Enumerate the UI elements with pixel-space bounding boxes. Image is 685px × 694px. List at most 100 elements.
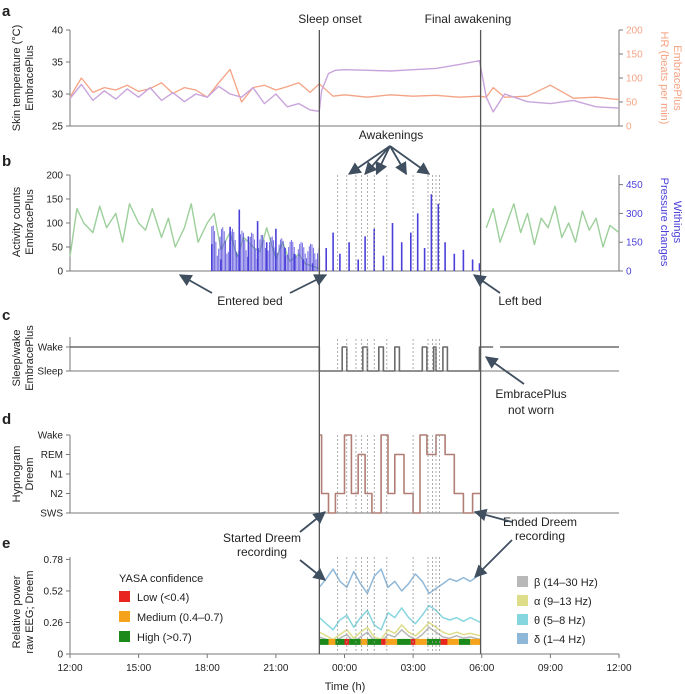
confidence-segment xyxy=(335,638,345,645)
band-legend-swatch xyxy=(517,633,528,644)
panel-b-ytick-right-label: 300 xyxy=(626,209,643,220)
panel-b-ytick-right-label: 150 xyxy=(626,238,643,249)
panel-b-ylabel-2: EmbracePlus xyxy=(24,189,36,255)
awakenings-arrow xyxy=(375,145,391,176)
plot-area: 25 30 35 40 0 50 100 150 200 0 50 100 150 200 0 150 300 4… xyxy=(37,26,643,675)
panel-b-ytick-left-label: 150 xyxy=(46,195,63,206)
x-tick-label: 09:00 xyxy=(538,663,563,674)
started-dreem-label-2: recording xyxy=(237,545,287,559)
left-bed-label: Left bed xyxy=(498,294,541,308)
awakenings-arrow xyxy=(364,145,391,175)
panel-d-ytick-label: N2 xyxy=(50,489,63,500)
yasa-legend: Low (<0.4) Medium (0.4–0.7) High (>0.7) xyxy=(119,591,223,644)
x-axis-label: Time (h) xyxy=(325,681,366,693)
confidence-segment xyxy=(426,638,441,645)
confidence-segment xyxy=(385,638,398,645)
band-legend-label: δ (1–4 Hz) xyxy=(534,634,585,646)
panel-letter-a: a xyxy=(2,3,11,20)
yasa-legend-label: High (>0.7) xyxy=(137,632,192,644)
panel-a-ylabel-right-2: EmbracePlus xyxy=(671,45,683,111)
panel-b-series-pressure-dense xyxy=(211,225,320,271)
panel-a-series-skin-temp xyxy=(69,60,620,113)
panel-letter-e: e xyxy=(2,535,10,552)
yasa-legend-swatch xyxy=(119,591,130,602)
not-worn-label-2: not worn xyxy=(508,403,554,417)
panel-b-ytick-right-label: 450 xyxy=(626,180,643,191)
panel-e-ytick-label: 0.78 xyxy=(44,555,64,566)
band-legend-swatch xyxy=(517,595,528,606)
panel-a-ylabel-right-1: HR (beats per min) xyxy=(658,32,670,125)
x-tick-label: 18:00 xyxy=(195,663,220,674)
panel-e-series-θ xyxy=(318,604,481,631)
panel-d-ylabel-1: Hypnogram xyxy=(11,446,23,503)
panel-d-ytick-label: REM xyxy=(41,450,63,461)
panel-e-series-α xyxy=(318,621,481,641)
awakenings-arrow xyxy=(389,145,408,176)
not-worn-label-1: EmbracePlus xyxy=(495,387,566,401)
yasa-legend-swatch xyxy=(119,611,130,622)
panel-a-ytick-right-label: 0 xyxy=(626,122,632,133)
panel-letter-b: b xyxy=(2,153,11,170)
x-tick-label: 12:00 xyxy=(606,663,631,674)
panel-a-ylabel-1: Skin temperature (°C) xyxy=(11,25,23,132)
panel-b-series-activity-morning xyxy=(485,203,620,248)
band-legend: β (14–30 Hz) α (9–13 Hz) θ (5–8 Hz) δ (1–4 … xyxy=(517,576,598,646)
panel-a-ytick-left-label: 30 xyxy=(52,90,64,101)
panel-b-ytick-left-label: 50 xyxy=(52,243,64,254)
confidence-segment xyxy=(440,638,448,645)
awakenings-label: Awakenings xyxy=(359,128,424,142)
panel-letter-d: d xyxy=(2,411,11,428)
panel-a-ytick-left-label: 40 xyxy=(52,26,64,37)
panel-b-ytick-right-label: 0 xyxy=(626,267,632,278)
band-legend-label: β (14–30 Hz) xyxy=(534,577,598,589)
panel-a-ytick-right-label: 100 xyxy=(626,74,643,85)
x-tick-label: 06:00 xyxy=(469,663,494,674)
confidence-segment xyxy=(319,638,329,645)
panel-e-ytick-label: 0.52 xyxy=(44,586,64,597)
x-tick-label: 03:00 xyxy=(401,663,426,674)
confidence-segment xyxy=(447,638,459,645)
panel-c-ytick-label: Wake xyxy=(38,343,64,354)
panel-a-ytick-left-label: 35 xyxy=(52,58,64,69)
band-legend-label: θ (5–8 Hz) xyxy=(534,615,585,627)
confidence-segment xyxy=(458,638,471,645)
panel-a-ytick-right-label: 50 xyxy=(626,98,638,109)
panel-d-ytick-label: SWS xyxy=(40,509,63,520)
confidence-segment xyxy=(328,638,336,645)
panel-d-ytick-label: N1 xyxy=(50,470,63,481)
ended-dreem-label-1: Ended Dreem xyxy=(503,515,577,529)
confidence-segment xyxy=(349,638,361,645)
awakenings-arrow xyxy=(348,145,391,175)
final-awakening-label: Final awakening xyxy=(425,12,512,26)
not-worn-arrow xyxy=(484,356,525,385)
ended-dreem-label-2: recording xyxy=(515,529,565,543)
yasa-legend-swatch xyxy=(119,631,130,642)
band-legend-swatch xyxy=(517,576,528,587)
x-tick-label: 00:00 xyxy=(332,663,357,674)
panel-c-ylabel-1: Sleep/wake xyxy=(11,330,23,387)
panel-a-ytick-left-label: 25 xyxy=(52,122,64,133)
panel-b-ylabel-1: Activity counts xyxy=(11,186,23,257)
x-tick-label: 21:00 xyxy=(263,663,288,674)
panel-c-ylabel-2: EmbracePlus xyxy=(24,325,36,391)
panel-d-ylabel-2: Dreem xyxy=(24,457,36,490)
panel-b-ylabel-right-1: Pressure changes xyxy=(658,178,670,267)
confidence-segment xyxy=(397,638,411,645)
band-legend-label: α (9–13 Hz) xyxy=(534,596,592,608)
confidence-segment xyxy=(360,638,368,645)
panel-a-ytick-right-label: 200 xyxy=(626,26,643,37)
panel-a-ylabel-2: EmbracePlus xyxy=(24,45,36,111)
panel-c-series-0 xyxy=(70,346,494,372)
panel-b-ylabel-right-2: Withings xyxy=(671,201,683,244)
started-dreem-arrow-down xyxy=(299,559,326,581)
band-legend-swatch xyxy=(517,614,528,625)
panel-e-ytick-label: 0 xyxy=(57,650,63,661)
yasa-legend-label: Medium (0.4–0.7) xyxy=(137,612,223,624)
ended-dreem-arrow-down xyxy=(474,539,513,578)
panel-b-ytick-left-label: 100 xyxy=(46,219,63,230)
entered-bed-label: Entered bed xyxy=(217,294,282,308)
left-bed-arrow xyxy=(472,274,501,294)
panel-d-series-hypnogram xyxy=(319,434,481,514)
yasa-legend-label: Low (<0.4) xyxy=(137,592,189,604)
panel-a-ytick-right-label: 150 xyxy=(626,50,643,61)
